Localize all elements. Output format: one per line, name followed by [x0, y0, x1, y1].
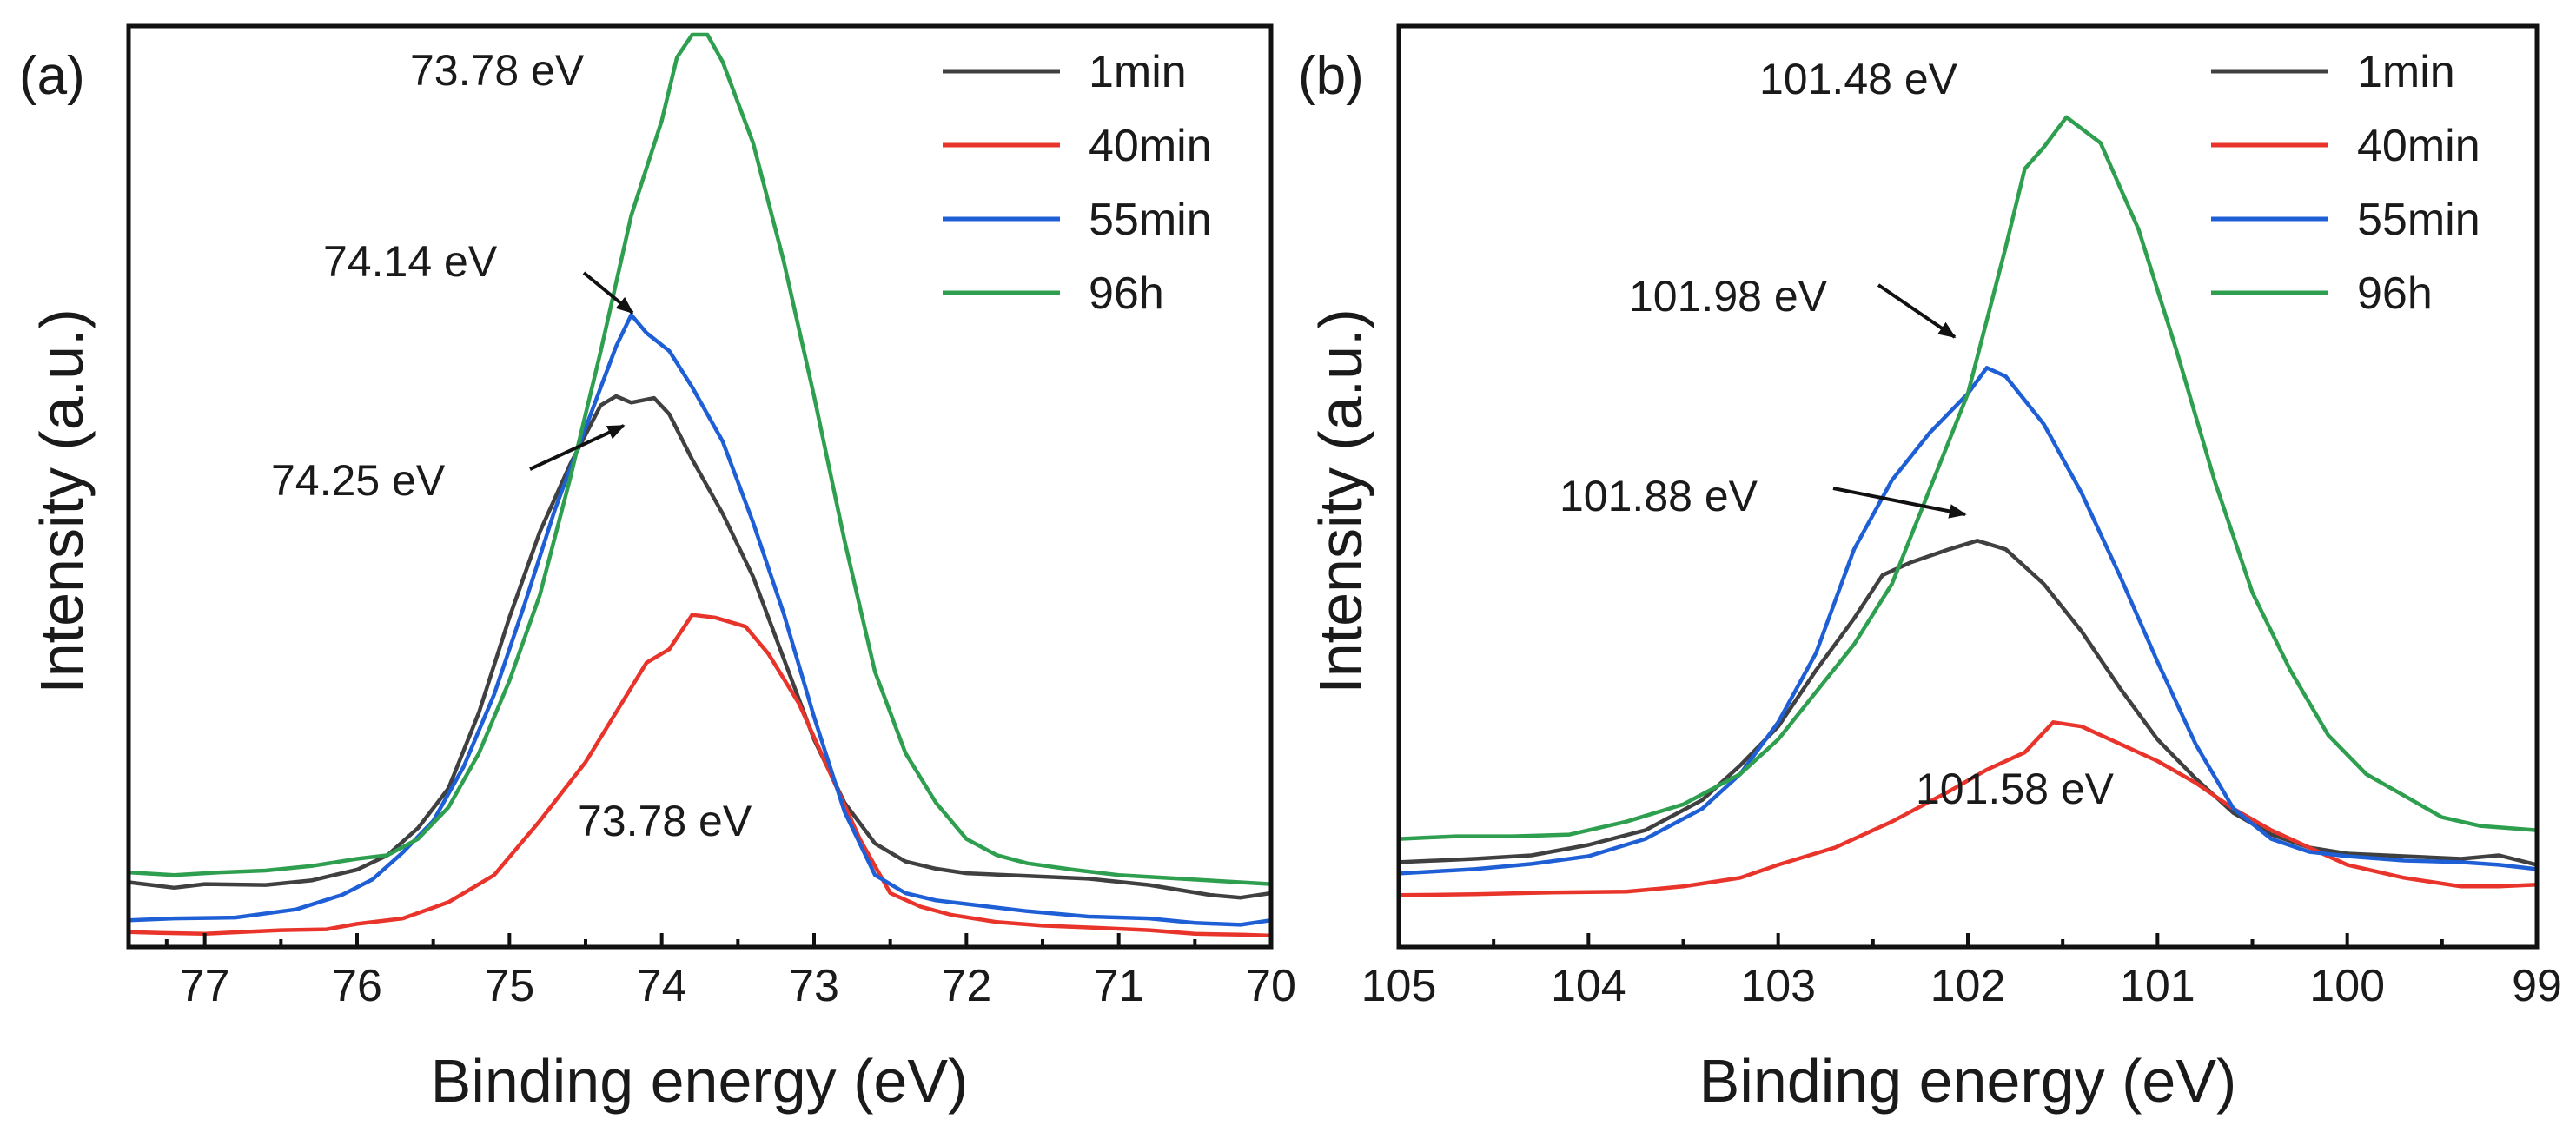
panel-b-arrow-1min: [1832, 487, 1967, 519]
panel-a-legend-label-40min: 40min: [1089, 121, 1212, 171]
panel-b-series-55min: [1396, 366, 2540, 876]
panel-a-xtick-label-72: 72: [941, 961, 991, 1011]
panel-b-xtick-label-105: 105: [1361, 961, 1437, 1011]
panel-b-ylabel: Intensity (a.u.): [1307, 308, 1374, 694]
panel-a-annotation-40min: 73.78 eV: [578, 797, 752, 845]
panel-a-annotation-96h: 73.78 eV: [410, 46, 585, 95]
panel-a-xtick-label-75: 75: [484, 961, 534, 1011]
panel-a-series-55min: [126, 313, 1274, 927]
panel-a-xtick-label-74: 74: [637, 961, 687, 1011]
panel-b-xtick-label-101: 101: [2120, 961, 2195, 1011]
panel-b-legend: 1min 40min 55min 96h: [2211, 47, 2480, 319]
panel-b-annotation-1min: 101.88 eV: [1560, 472, 1758, 520]
panel-a-tick-labels: 77 76 75 74 73 72 71 70: [180, 961, 1296, 1011]
panel-b-xtick-label-100: 100: [2309, 961, 2385, 1011]
panel-b-series-1min: [1396, 539, 2540, 867]
panel-a-plot-frame: [126, 23, 1274, 950]
panel-a-legend-label-55min: 55min: [1089, 195, 1212, 245]
panel-b-legend-label-55min: 55min: [2357, 195, 2480, 245]
panel-b-legend-label-1min: 1min: [2357, 47, 2455, 97]
panel-b-annotations: 101.48 eV 101.98 eV 101.88 eV 101.58 eV: [1560, 55, 2115, 813]
panel-b-annotation-55min: 101.98 eV: [1629, 272, 1828, 321]
panel-b-xtick-label-103: 103: [1740, 961, 1816, 1011]
panel-a-annotation-55min: 74.14 eV: [323, 237, 498, 286]
panel-a-legend: 1min 40min 55min 96h: [943, 47, 1212, 319]
panel-b-xlabel: Binding energy (eV): [1699, 1047, 2237, 1115]
panel-a-series-96h: [126, 32, 1274, 886]
panel-a: (a) Intensity (a.u.) 77 76 75 74 73 72 71 70 Bi…: [19, 23, 1296, 1115]
panel-a-xlabel: Binding energy (eV): [431, 1047, 969, 1115]
panel-a-label: (a): [19, 46, 85, 106]
panel-a-xtick-label-73: 73: [789, 961, 839, 1011]
panel-a-annotations: 73.78 eV 74.14 eV 74.25 eV 73.78 eV: [271, 46, 752, 845]
panel-a-xtick-label-76: 76: [332, 961, 382, 1011]
panel-b-series-group: [1396, 115, 2540, 897]
panel-b-series-40min: [1396, 720, 2540, 897]
panel-a-series-40min: [126, 613, 1274, 938]
panel-b-tick-labels: 105 104 103 102 101 100 99: [1361, 961, 2562, 1011]
panel-b-label: (b): [1298, 46, 1364, 106]
panel-b-xtick-label-99: 99: [2512, 961, 2562, 1011]
panel-b-xtick-label-104: 104: [1551, 961, 1626, 1011]
panel-a-series-group: [126, 32, 1274, 938]
panel-a-legend-label-1min: 1min: [1089, 47, 1187, 97]
panel-b-annotation-96h: 101.48 eV: [1759, 55, 1958, 103]
panel-b-plot-frame: [1396, 23, 2540, 950]
panel-a-ylabel: Intensity (a.u.): [28, 308, 96, 694]
panel-a-legend-label-96h: 96h: [1089, 268, 1164, 319]
panel-b-annotation-40min: 101.58 eV: [1916, 765, 2115, 813]
panel-a-arrow-1min: [529, 424, 626, 471]
panel-b-legend-label-96h: 96h: [2357, 268, 2433, 319]
panel-b-series-96h: [1396, 115, 2540, 841]
panel-a-xtick-label-77: 77: [180, 961, 230, 1011]
panel-a-xtick-label-70: 70: [1246, 961, 1296, 1011]
panel-b-legend-label-40min: 40min: [2357, 121, 2480, 171]
panel-a-xtick-label-71: 71: [1094, 961, 1144, 1011]
panel-b-xtick-label-102: 102: [1930, 961, 2006, 1011]
panel-b: (b) Intensity (a.u.) 105 104 103 102 101 100 9…: [1298, 23, 2562, 1115]
panel-a-arrow-55min: [582, 271, 634, 315]
panel-a-annotation-1min: 74.25 eV: [271, 456, 446, 505]
panel-b-arrow-55min: [1877, 283, 1957, 339]
panel-a-series-1min: [126, 394, 1274, 900]
